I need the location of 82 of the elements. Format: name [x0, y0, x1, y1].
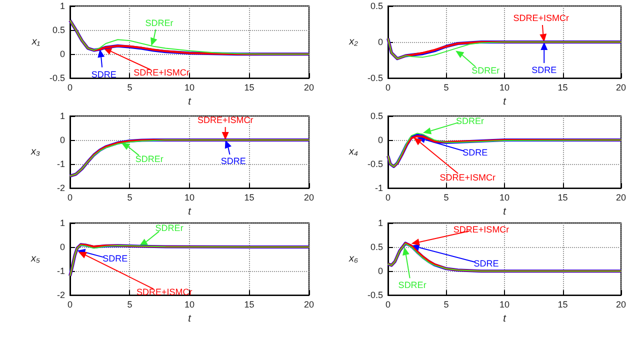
- y-tick-label: -0.5: [367, 73, 383, 84]
- x-axis-title: t: [188, 206, 192, 218]
- annotation: SDRE+ISMCr: [513, 13, 569, 24]
- x-tick-label: 20: [616, 192, 626, 203]
- y-axis-title: x₄: [348, 146, 358, 158]
- annotation: SDREr: [398, 280, 426, 290]
- y-tick-label: 1: [60, 111, 65, 121]
- x-tick-label: 15: [244, 192, 254, 203]
- y-tick-label: 0: [378, 266, 383, 276]
- annotation: SDRE: [474, 258, 499, 269]
- annotation: SDRE: [532, 65, 557, 76]
- y-tick-label: 0: [378, 37, 383, 48]
- y-tick-label: 0: [378, 135, 383, 146]
- y-axis-title: x₃: [30, 146, 40, 158]
- x-tick-label: 20: [304, 82, 314, 93]
- x-axis-title: t: [188, 96, 192, 108]
- x-tick-label: 15: [558, 82, 568, 93]
- annotation: SDREr: [456, 116, 484, 126]
- annotation: SDREr: [155, 222, 184, 233]
- y-tick-label: -1: [56, 266, 65, 276]
- x-tick-label: 0: [385, 82, 391, 93]
- annotation: SDREr: [135, 154, 164, 164]
- x-tick-label: 20: [616, 300, 626, 310]
- y-tick-label: 1: [60, 218, 65, 228]
- x-tick-label: 10: [184, 82, 195, 93]
- annotation: SDREr: [472, 66, 500, 76]
- x-tick-label: 5: [444, 192, 449, 203]
- y-tick-label: 0: [60, 242, 65, 252]
- x-tick-label: 5: [127, 82, 132, 93]
- y-axis-title: x₂: [348, 36, 358, 48]
- x-tick-label: 10: [499, 300, 510, 310]
- y-tick-label: 0: [60, 135, 65, 146]
- x-tick-label: 15: [244, 82, 254, 93]
- x-tick-label: 15: [558, 300, 568, 310]
- x-tick-label: 5: [127, 300, 132, 310]
- y-axis-title: x₅: [30, 254, 40, 265]
- x-axis-title: t: [503, 206, 508, 218]
- annotation: SDRE+ISMCr: [197, 115, 254, 126]
- annotation: SDRE: [220, 156, 246, 166]
- y-tick-label: -0.5: [49, 73, 65, 84]
- x-tick-label: 20: [304, 192, 314, 203]
- x-tick-label: 10: [184, 192, 195, 203]
- x-tick-label: 0: [385, 300, 391, 310]
- y-tick-label: 0.5: [370, 111, 383, 121]
- annotation: SDRE: [91, 69, 116, 80]
- y-axis-title: x₆: [348, 254, 358, 265]
- y-tick-label: 0.5: [52, 25, 65, 36]
- y-tick-label: 1: [378, 218, 383, 228]
- y-tick-label: -2: [56, 183, 65, 194]
- y-tick-label: -1: [56, 159, 65, 170]
- x-tick-label: 20: [304, 300, 314, 310]
- y-tick-label: 0.5: [370, 1, 383, 11]
- y-tick-label: -0.5: [367, 290, 383, 300]
- x-tick-label: 15: [558, 192, 568, 203]
- y-tick-label: -2: [56, 290, 65, 300]
- x-tick-label: 15: [244, 300, 254, 310]
- x-tick-label: 10: [184, 300, 195, 310]
- x-tick-label: 20: [616, 82, 626, 93]
- y-tick-label: -1: [374, 183, 383, 194]
- x-tick-label: 5: [444, 300, 449, 310]
- annotation: SDRE: [102, 254, 128, 264]
- x-axis-title: t: [503, 96, 508, 108]
- y-tick-label: 1: [60, 1, 65, 11]
- annotation: SDRE: [462, 148, 488, 158]
- x-tick-label: 0: [67, 300, 73, 310]
- x-tick-label: 5: [444, 82, 449, 93]
- x-tick-label: 0: [67, 82, 73, 93]
- x-tick-label: 0: [67, 192, 73, 203]
- x-tick-label: 10: [499, 192, 510, 203]
- annotation: SDREr: [145, 18, 174, 28]
- y-tick-label: -0.5: [367, 159, 383, 170]
- y-tick-label: 0: [60, 49, 65, 60]
- x-tick-label: 5: [127, 192, 132, 203]
- annotation: SDRE+ISMCr: [134, 67, 190, 78]
- y-axis-title: x₁: [30, 36, 40, 48]
- x-tick-label: 10: [499, 82, 510, 93]
- x-tick-label: 0: [385, 192, 391, 203]
- y-tick-label: 0.5: [370, 242, 383, 252]
- x-axis-title: t: [503, 314, 508, 324]
- annotation: SDRE+ISMCr: [440, 172, 496, 183]
- annotation: SDRE+ISMCr: [453, 224, 510, 235]
- x-axis-title: t: [188, 314, 192, 324]
